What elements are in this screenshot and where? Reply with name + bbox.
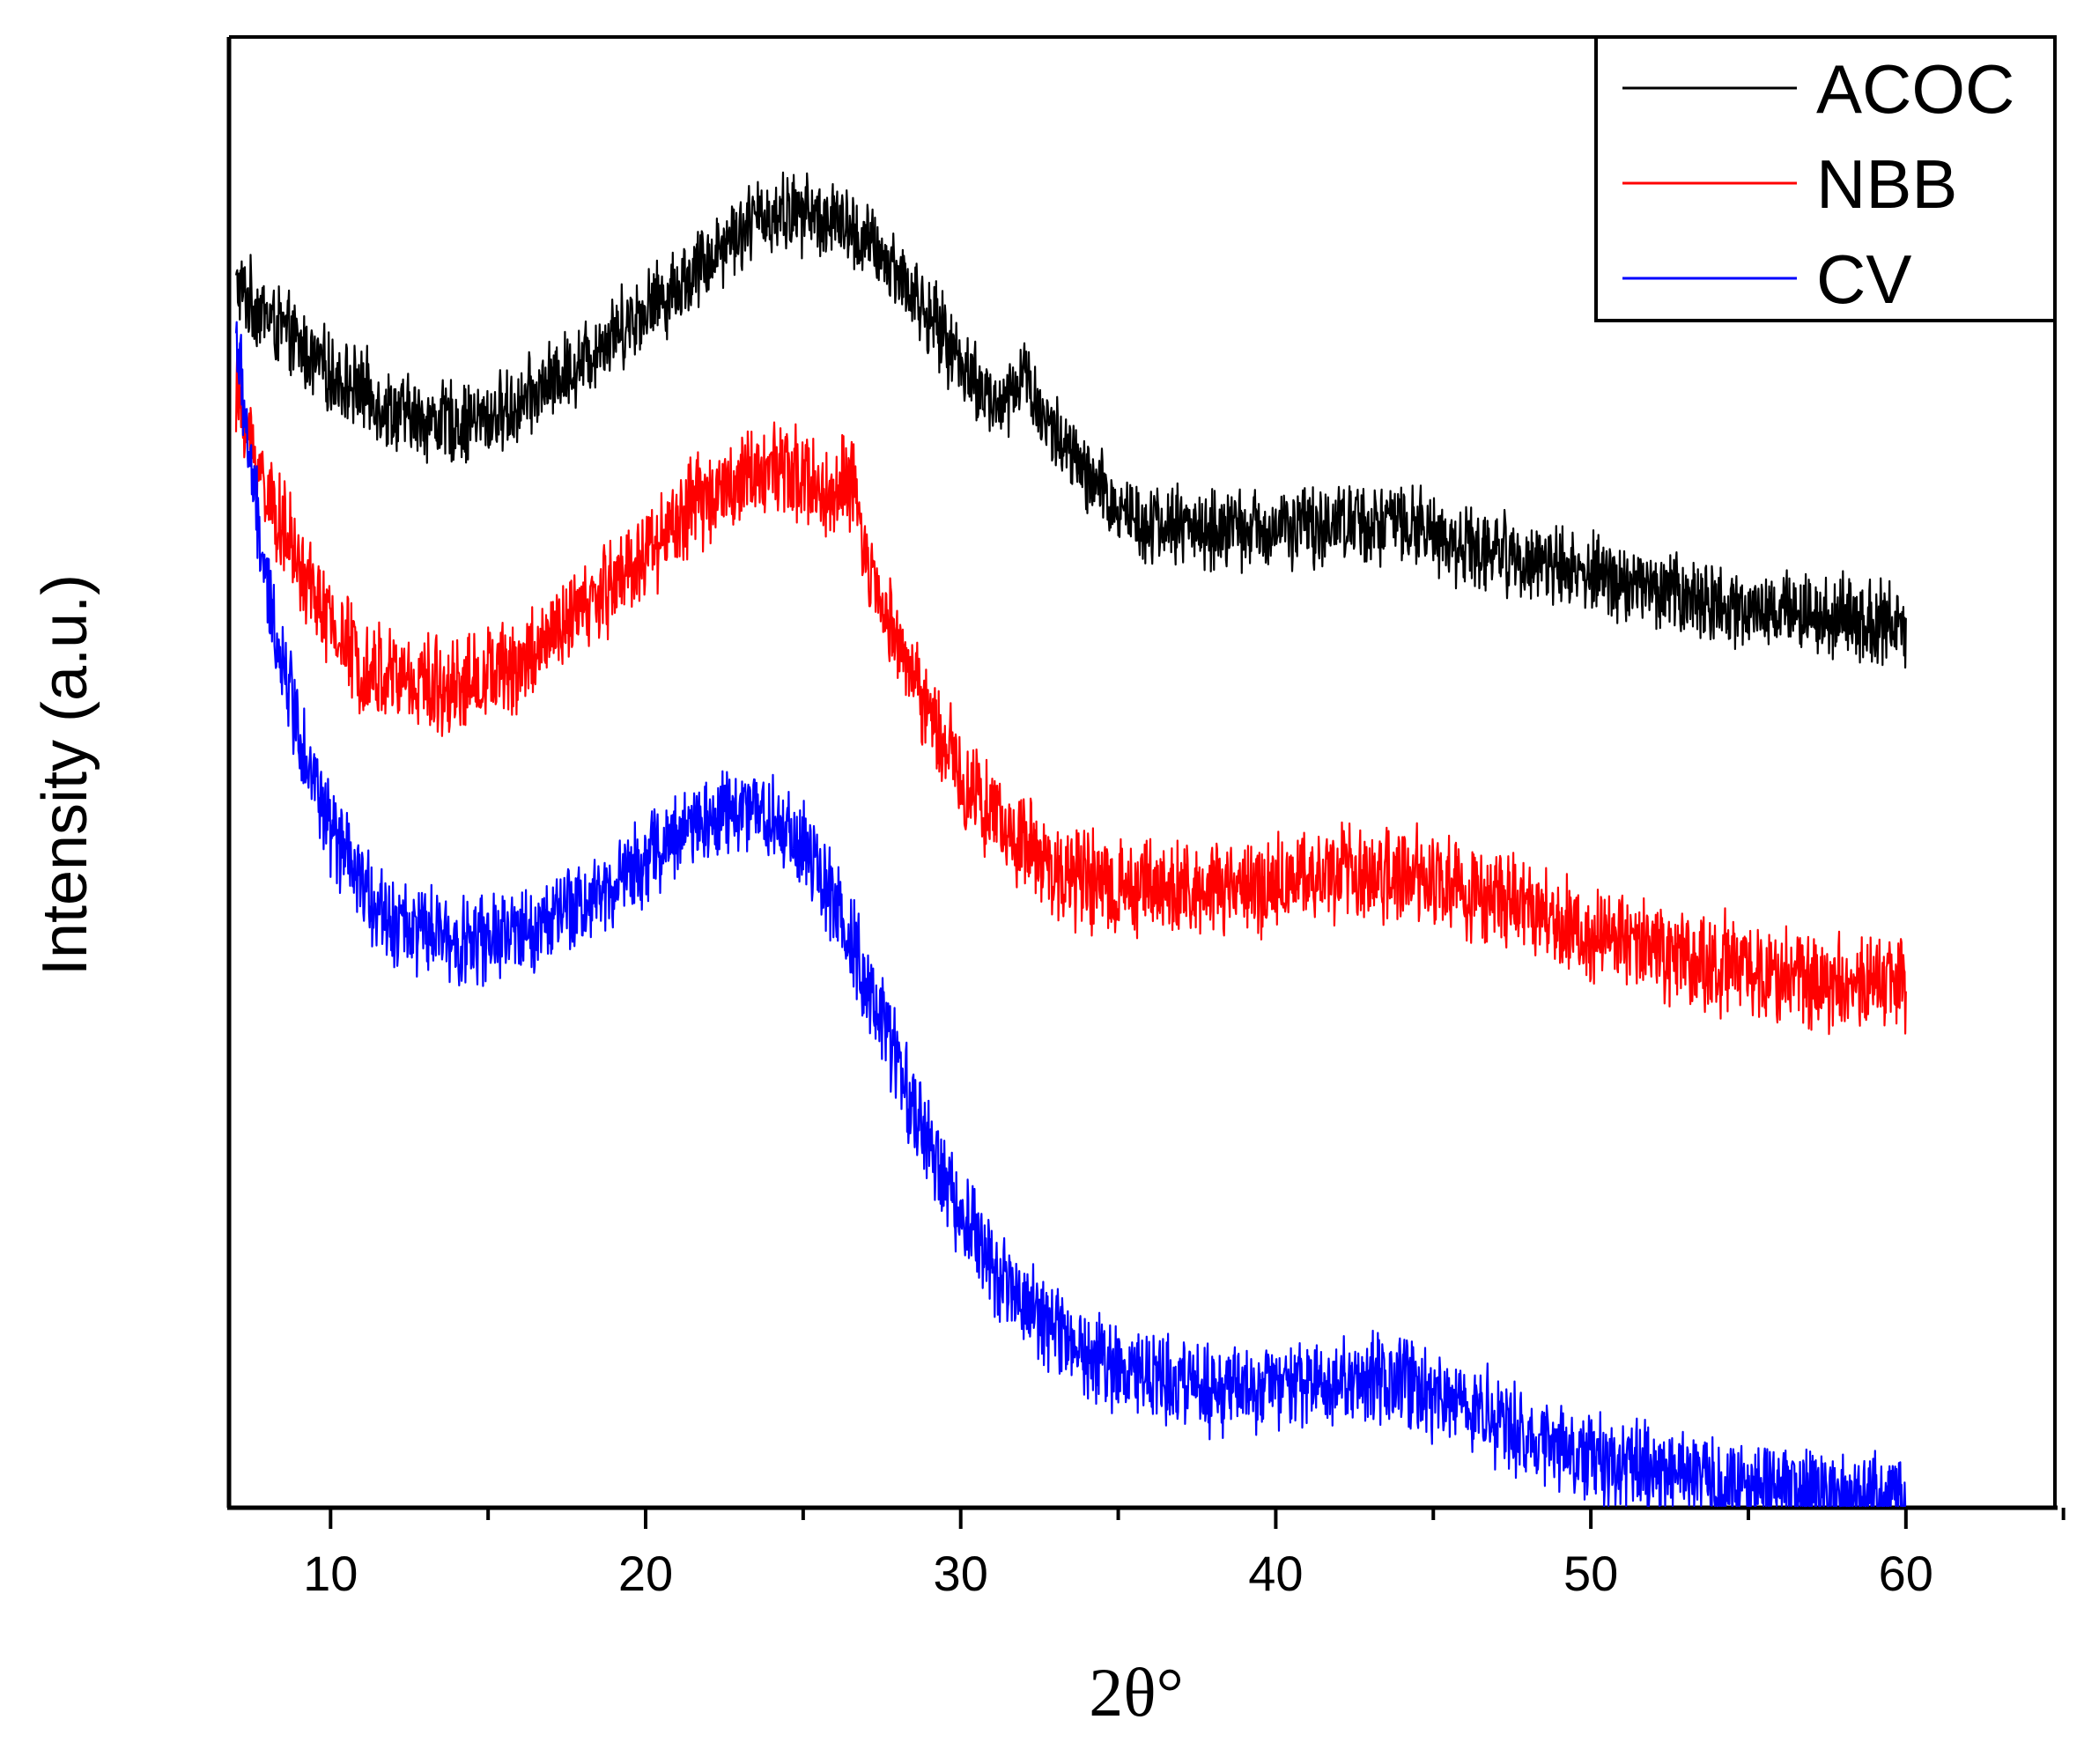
legend: ACOC NBB CV [1594,35,2057,322]
legend-entries: ACOC NBB CV [1622,50,2014,318]
x-tick-label-30: 30 [934,1546,988,1601]
series-line-acoc [234,171,1907,669]
x-axis-title: 2θ° [1089,1654,1184,1731]
x-ticks: 10 20 30 40 50 60 [303,1508,2066,1601]
legend-label-cv: CV [1816,240,1911,318]
series-layer [234,171,1907,1508]
legend-box [1594,35,2057,322]
x-tick-label-20: 20 [618,1546,673,1601]
x-tick-label-10: 10 [303,1546,358,1601]
x-tick-label-50: 50 [1563,1546,1618,1601]
legend-label-nbb: NBB [1816,145,1957,223]
x-tick-label-40: 40 [1248,1546,1303,1601]
x-tick-label-60: 60 [1879,1546,1933,1601]
y-axis-title: Intensity (a.u.) [30,574,100,976]
legend-label-acoc: ACOC [1816,50,2014,128]
series-line-cv [234,321,1907,1508]
series-line-nbb [234,348,1907,1036]
